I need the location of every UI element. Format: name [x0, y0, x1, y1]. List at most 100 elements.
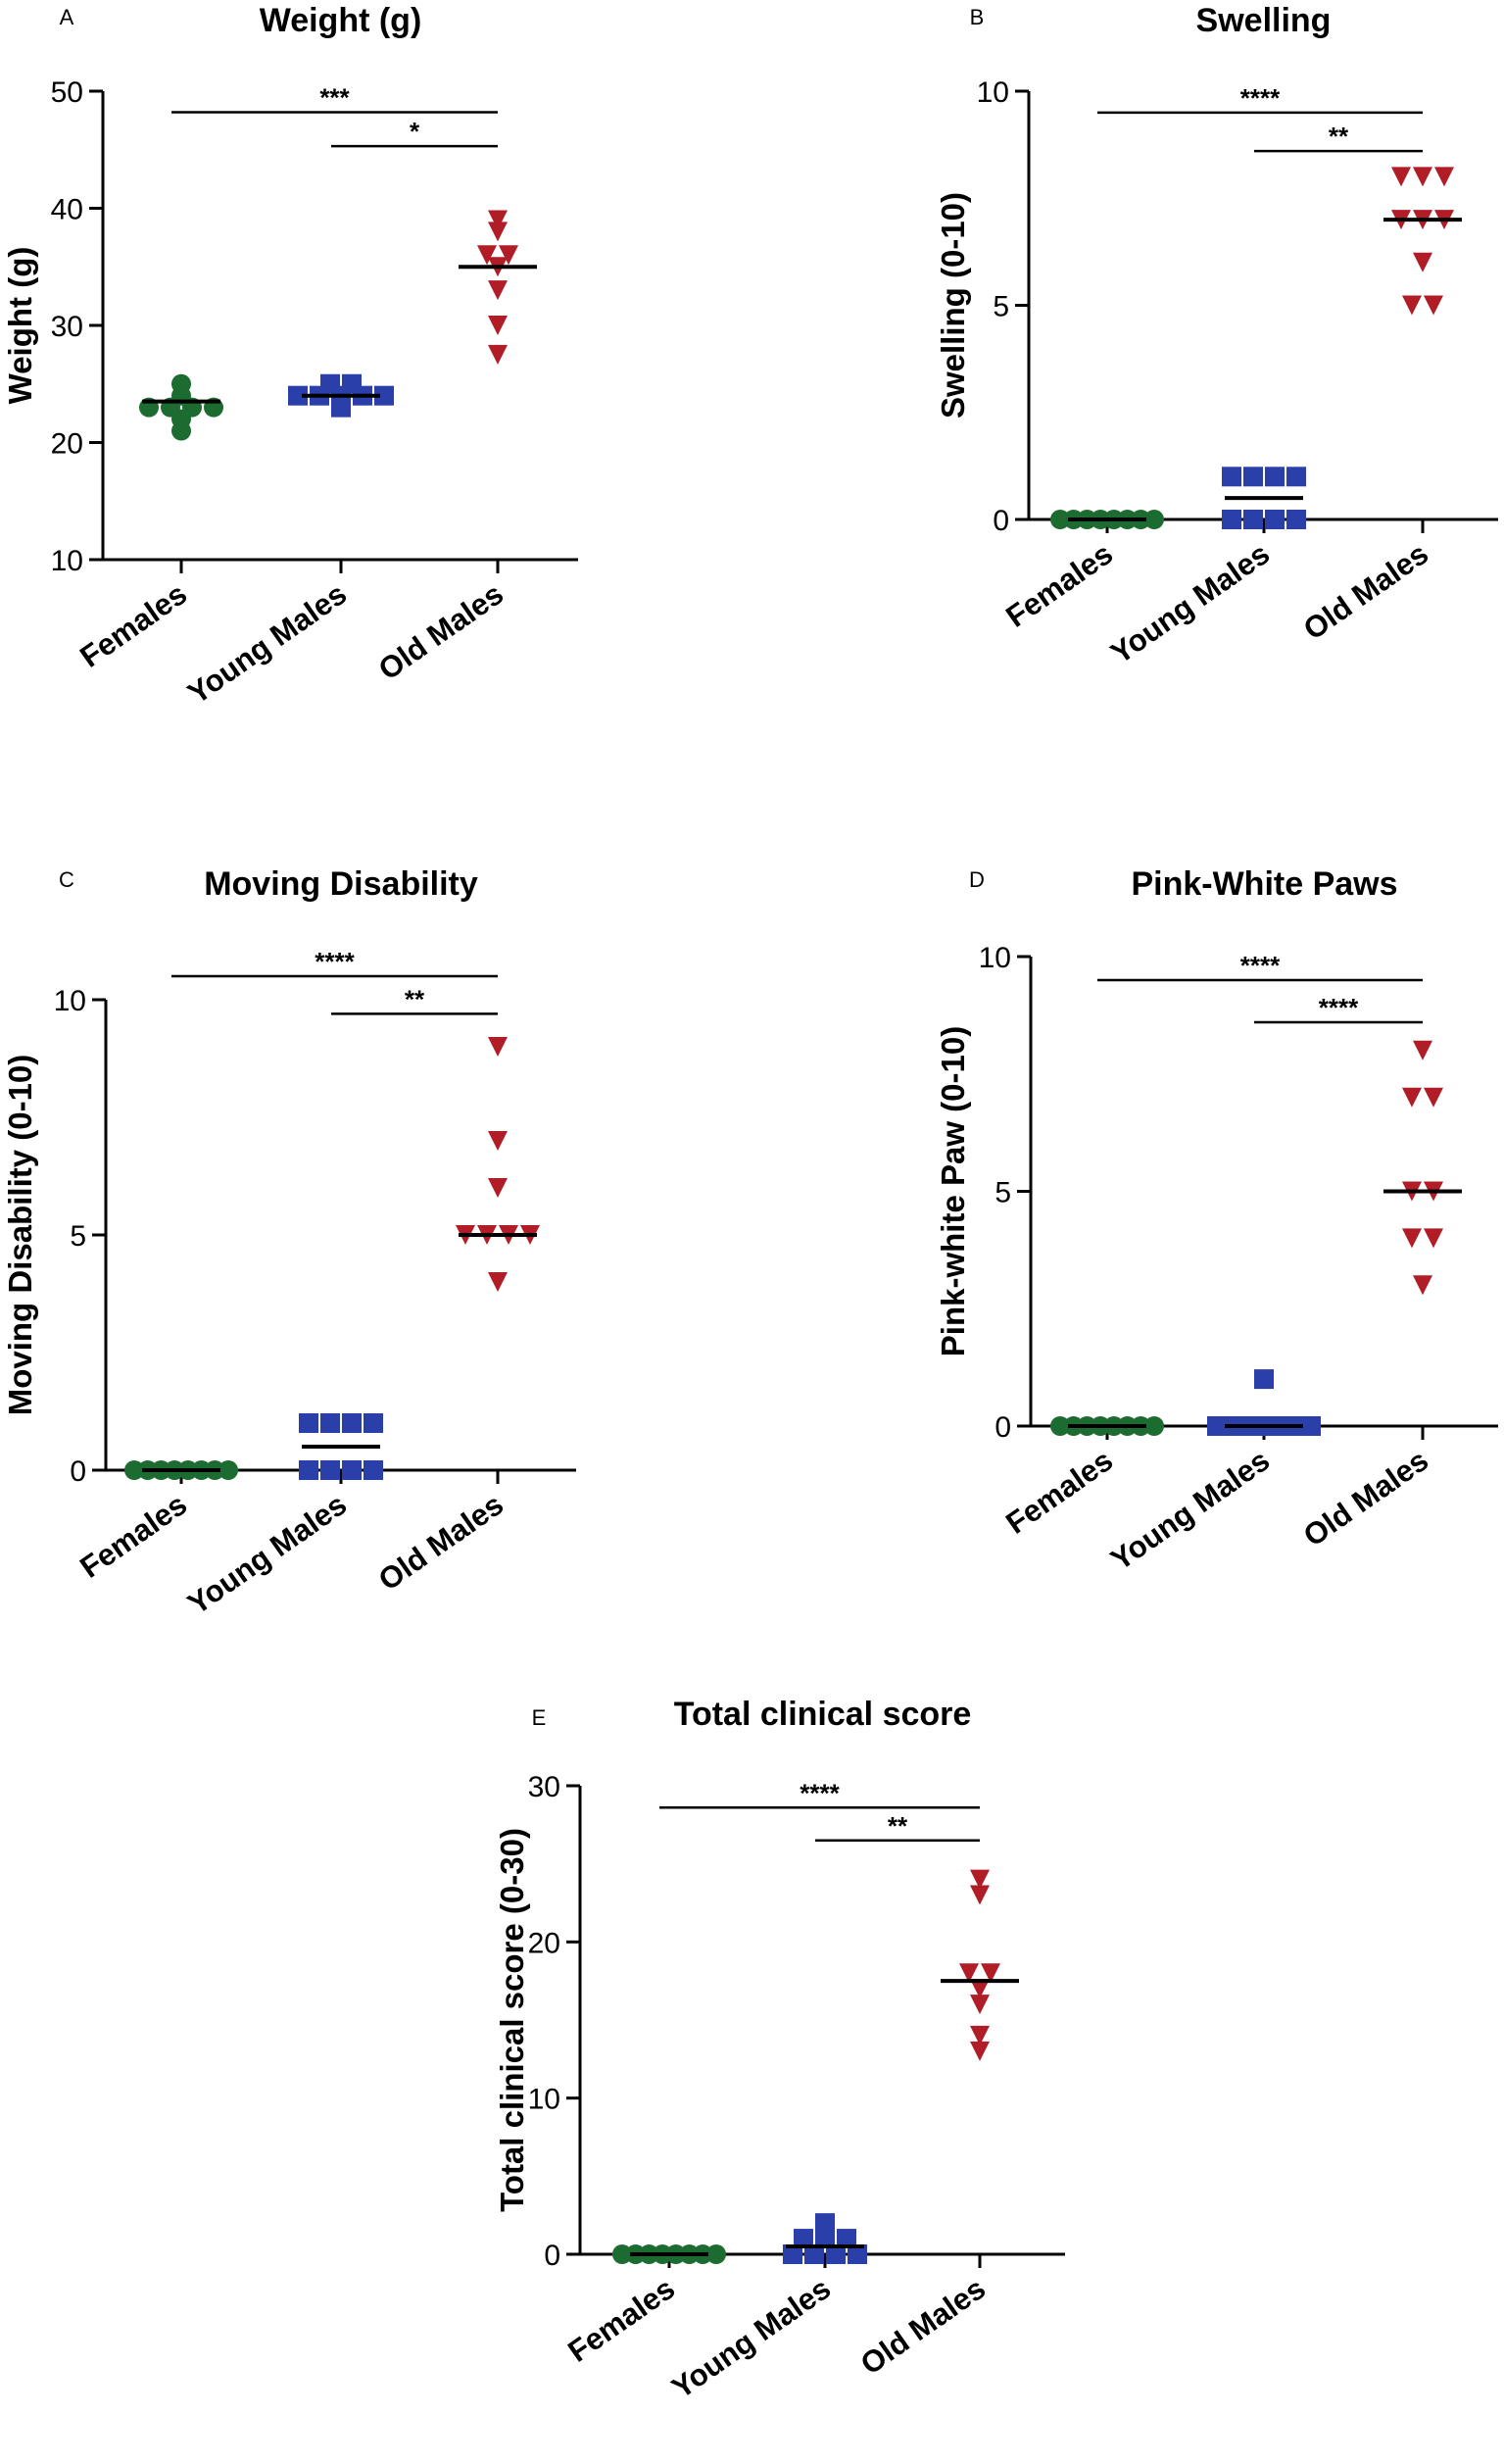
data-point-old-males — [970, 1979, 990, 1999]
data-point-young-males — [364, 1460, 383, 1480]
significance-label: **** — [315, 947, 355, 976]
panel-letter-e: E — [532, 1705, 547, 1730]
chart-title-c: Moving Disability — [204, 865, 478, 903]
data-point-young-males — [804, 2244, 824, 2264]
data-point-old-males — [499, 245, 518, 266]
significance-label: **** — [1240, 951, 1281, 980]
y-tick-label: 20 — [528, 1927, 560, 1959]
data-point-young-males — [299, 1413, 318, 1433]
data-point-young-males — [815, 2229, 835, 2249]
data-point-young-males — [1301, 1416, 1321, 1436]
data-point-young-males — [320, 1413, 340, 1433]
y-axis-title-a: Weight (g) — [2, 247, 38, 405]
y-tick-label: 0 — [70, 1455, 86, 1488]
data-point-old-males — [488, 344, 508, 365]
panel-letter-d: D — [969, 867, 985, 892]
data-point-young-males — [374, 385, 394, 406]
data-point-old-males — [1413, 252, 1432, 272]
data-point-young-males — [320, 1460, 340, 1480]
data-point-old-males — [488, 280, 508, 301]
data-point-old-males — [970, 2025, 990, 2045]
significance-label: **** — [1319, 993, 1359, 1022]
y-axis-title-c: Moving Disability (0-10) — [2, 1055, 38, 1416]
data-point-females — [124, 1460, 144, 1480]
data-point-old-males — [1413, 167, 1432, 187]
data-point-old-males — [1424, 295, 1443, 316]
significance-label: ** — [888, 1811, 908, 1841]
significance-label: ** — [405, 984, 425, 1013]
data-point-old-males — [488, 1131, 508, 1151]
y-axis-title-d: Pink-white Paw (0-10) — [935, 1026, 971, 1356]
data-point-old-males — [1424, 1228, 1443, 1249]
data-point-females — [1144, 1416, 1164, 1436]
chart-title-d: Pink-White Paws — [1131, 865, 1397, 903]
data-point-young-males — [1254, 1369, 1274, 1390]
data-point-young-males — [815, 2213, 835, 2234]
data-point-old-males — [488, 210, 508, 230]
data-point-females — [171, 373, 191, 394]
data-point-young-males — [1265, 467, 1285, 487]
data-point-old-males — [488, 1178, 508, 1198]
data-point-females — [218, 1460, 238, 1480]
data-point-young-males — [331, 397, 351, 418]
panel-letter-c: C — [59, 867, 74, 892]
y-tick-label: 10 — [528, 2084, 560, 2116]
y-tick-label: 10 — [977, 76, 1009, 109]
data-point-young-males — [837, 2229, 856, 2249]
data-point-young-males — [342, 1413, 362, 1433]
y-tick-label: 50 — [51, 76, 83, 109]
data-point-old-males — [1434, 167, 1454, 187]
panel-letter-a: A — [60, 5, 74, 29]
data-point-old-males — [981, 1963, 1000, 1984]
data-point-old-males — [488, 1037, 508, 1057]
data-point-females — [1050, 510, 1070, 529]
y-tick-label: 0 — [544, 2240, 560, 2272]
data-point-old-males — [1402, 1087, 1422, 1108]
data-point-females — [1050, 1416, 1070, 1436]
data-point-young-males — [1222, 467, 1241, 487]
data-point-old-males — [488, 222, 508, 242]
y-tick-label: 40 — [51, 194, 83, 226]
data-point-young-males — [826, 2244, 846, 2264]
y-axis-title-e: Total clinical score (0-30) — [494, 1828, 530, 2212]
data-point-young-males — [1222, 510, 1241, 529]
y-tick-label: 10 — [51, 545, 83, 577]
y-tick-label: 10 — [979, 942, 1011, 974]
y-tick-label: 5 — [995, 1177, 1011, 1209]
data-point-young-males — [1286, 467, 1306, 487]
data-point-old-males — [1424, 1087, 1443, 1108]
data-point-old-males — [970, 1995, 990, 2015]
y-tick-label: 30 — [51, 311, 83, 343]
panel-letter-b: B — [970, 5, 985, 29]
data-point-old-males — [1402, 295, 1422, 316]
data-point-young-males — [783, 2244, 802, 2264]
data-point-young-males — [1286, 510, 1306, 529]
data-point-old-males — [970, 1885, 990, 1905]
data-point-females — [706, 2244, 726, 2264]
y-tick-label: 0 — [993, 505, 1009, 537]
data-point-young-males — [342, 1460, 362, 1480]
data-point-females — [612, 2244, 632, 2264]
data-point-young-males — [1207, 1416, 1227, 1436]
significance-label: * — [410, 117, 420, 146]
data-point-females — [171, 420, 191, 441]
data-point-young-males — [794, 2229, 813, 2249]
data-point-young-males — [299, 1460, 318, 1480]
data-point-young-males — [1265, 510, 1285, 529]
data-point-young-males — [848, 2244, 867, 2264]
data-point-young-males — [1243, 510, 1263, 529]
significance-label: **** — [800, 1778, 840, 1807]
significance-label: *** — [319, 83, 350, 113]
data-point-old-males — [1413, 1275, 1432, 1296]
data-point-old-males — [488, 316, 508, 335]
chart-title-e: Total clinical score — [674, 1696, 972, 1733]
significance-label: **** — [1240, 83, 1281, 113]
data-point-old-males — [970, 2041, 990, 2061]
y-tick-label: 5 — [993, 291, 1009, 323]
y-tick-label: 0 — [995, 1411, 1011, 1444]
data-point-old-males — [477, 245, 497, 266]
data-point-old-males — [1391, 167, 1411, 187]
y-axis-title-b: Swelling (0-10) — [935, 192, 971, 419]
y-tick-label: 30 — [528, 1771, 560, 1803]
